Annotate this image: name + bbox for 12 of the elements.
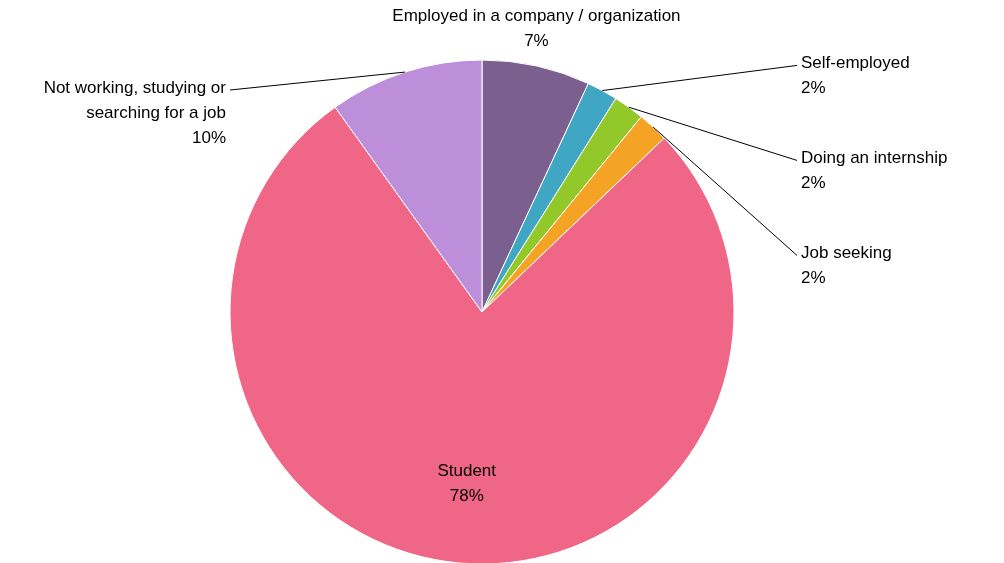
data-label: 2% [801, 78, 826, 98]
data-label: 2% [801, 268, 826, 288]
slice-label: Employed in a company / organization [392, 6, 681, 25]
data-label: 7% [524, 31, 549, 50]
data-label: 78% [449, 486, 484, 506]
slice-label: Job seeking [801, 243, 892, 263]
data-label: 2% [801, 173, 826, 193]
slice-label: Student [437, 461, 497, 481]
slice-label: Not working, studying or searching for a job [43, 78, 227, 122]
slice-label: Self-employed [801, 53, 910, 73]
slice-label: Doing an internship [801, 148, 948, 168]
data-label: 10% [191, 128, 226, 147]
